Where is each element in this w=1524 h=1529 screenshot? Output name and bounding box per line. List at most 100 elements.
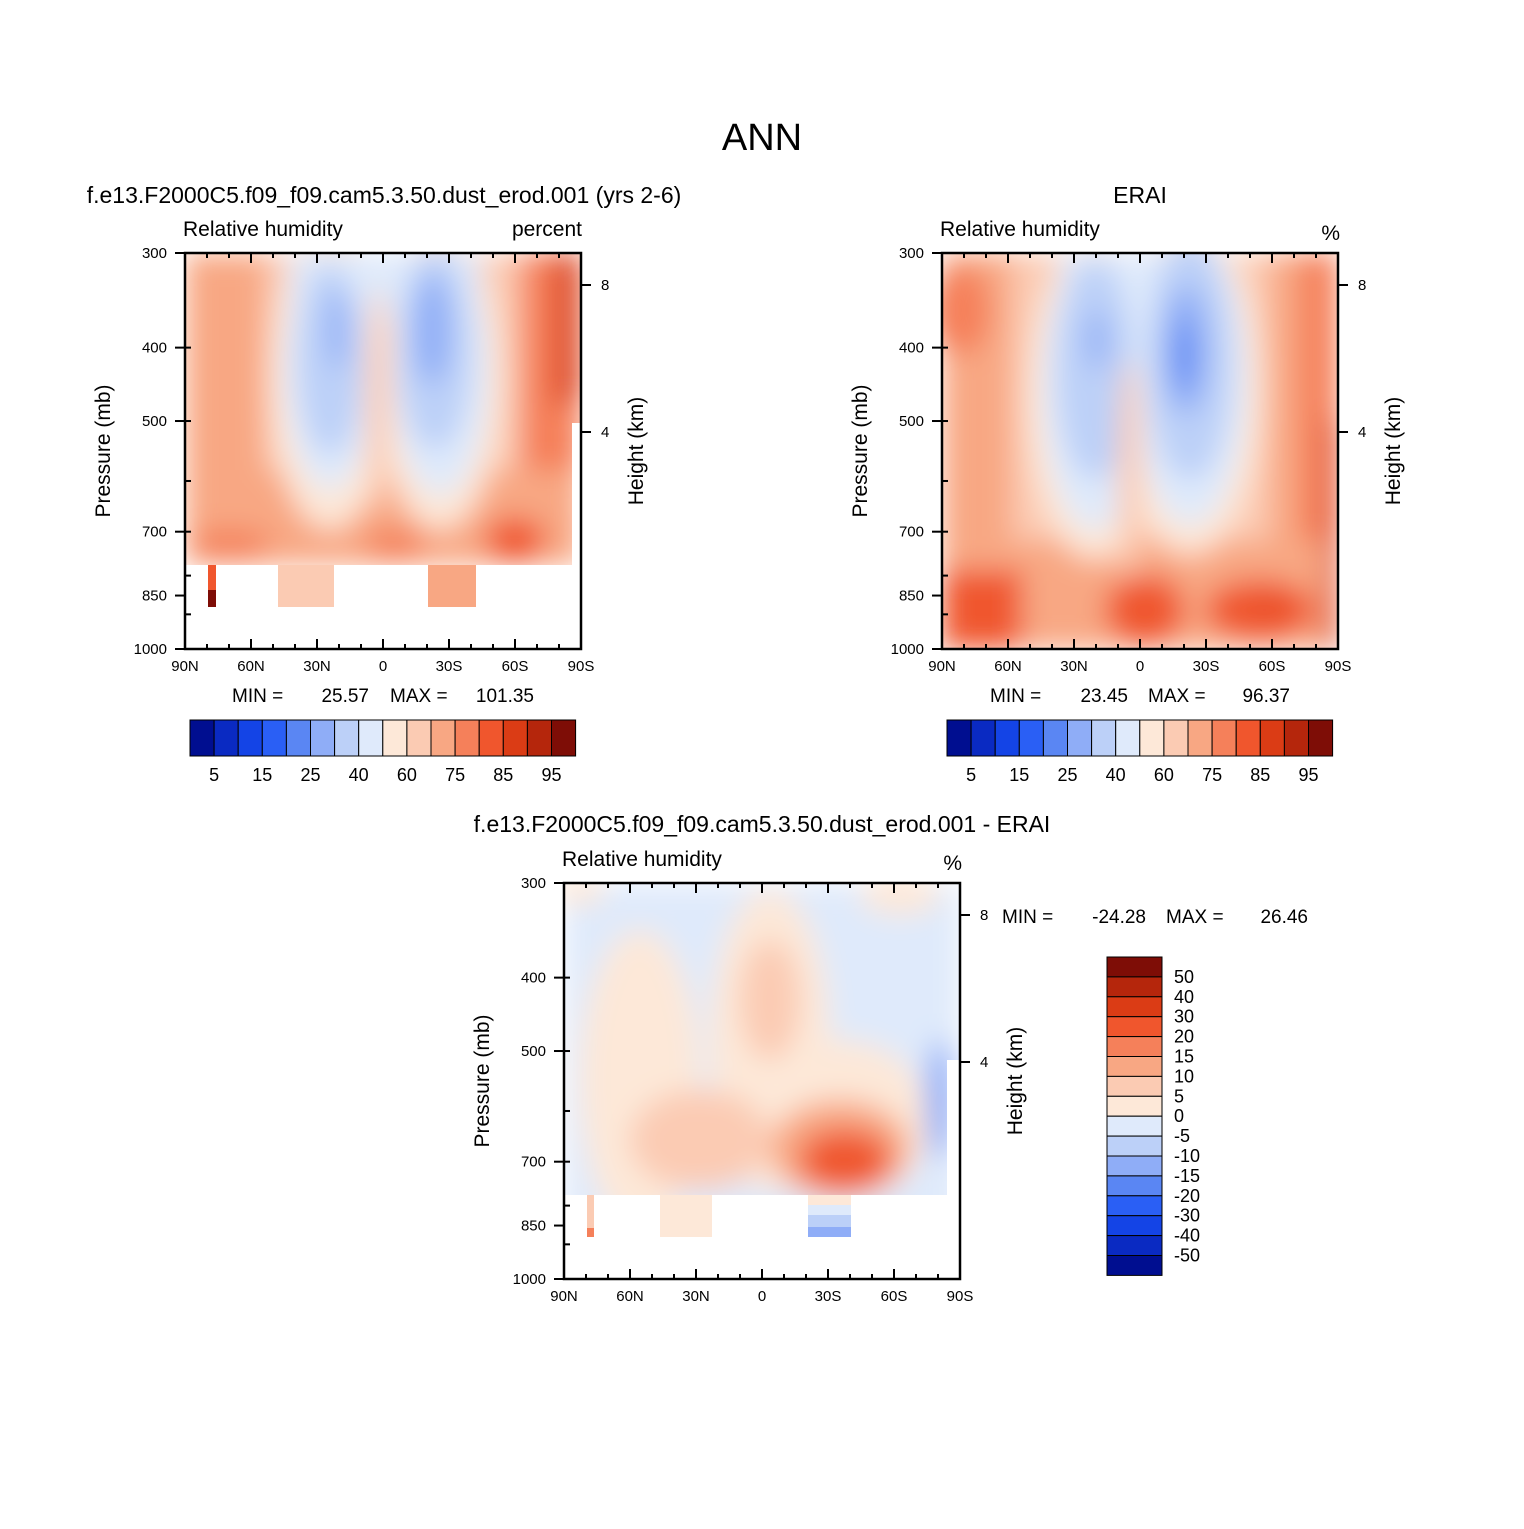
panel-model-min-value: 25.57 (321, 686, 369, 707)
model-colorbar-label: 85 (493, 765, 513, 785)
obs-colorbar-label: 25 (1057, 765, 1077, 785)
obs-ytick-label: 400 (899, 340, 924, 357)
model-xtick-label: 60N (237, 658, 265, 675)
model-ytick-label: 500 (142, 413, 167, 430)
model-colorbar-label: 15 (252, 765, 272, 785)
model-colorbar-box (310, 719, 336, 757)
panel-model: f.e13.F2000C5.f09_f09.cam5.3.50.dust_ero… (87, 182, 682, 785)
diff-ylabel: Pressure (mb) (471, 1014, 494, 1147)
diff-colorbar-box (1106, 1235, 1163, 1256)
model-colorbar-box (454, 719, 480, 757)
obs-colorbar-label: 40 (1106, 765, 1126, 785)
panel-obs-title: ERAI (1113, 182, 1167, 208)
panel-obs-max-label: MAX = (1148, 686, 1206, 707)
obs-colorbar-label: 75 (1202, 765, 1222, 785)
panel-model-min-label: MIN = (232, 686, 283, 707)
diff-colorbar-label: -50 (1174, 1246, 1200, 1266)
obs-colorbar-box (946, 719, 972, 757)
panel-model-field (185, 253, 581, 649)
obs-xtick-label: 60N (994, 658, 1022, 675)
model-colorbar-label: 5 (209, 765, 219, 785)
model-colorbar-box (358, 719, 384, 757)
diff-colorbar-label: -15 (1174, 1166, 1200, 1186)
panel-obs: ERAI Relative humidity % (849, 182, 1405, 785)
panel-model-title: f.e13.F2000C5.f09_f09.cam5.3.50.dust_ero… (87, 182, 682, 208)
panel-model-max-label: MAX = (390, 686, 448, 707)
obs-colorbar-box (1187, 719, 1213, 757)
diff-colorbar-box (1106, 1135, 1163, 1157)
diff-xtick-label: 90N (550, 1288, 578, 1305)
model-ytick-label: 400 (142, 340, 167, 357)
diff-ytick-label: 400 (521, 970, 546, 987)
model-colorbar-box (430, 719, 456, 757)
obs-colorbar-box (1091, 719, 1117, 757)
diff-colorbar-label: -30 (1174, 1206, 1200, 1226)
model-xtick-label: 60S (502, 658, 529, 675)
panel-obs-min-value: 23.45 (1080, 686, 1128, 707)
diff-colorbar-label: 50 (1174, 967, 1194, 987)
obs-colorbar-box (1259, 719, 1285, 757)
panel-diff-max-label: MAX = (1166, 907, 1224, 928)
obs-xtick-label: 30N (1060, 658, 1088, 675)
diff-y2label: Height (km) (1004, 1027, 1027, 1136)
obs-colorbar-label: 95 (1298, 765, 1318, 785)
model-colorbar-label: 75 (445, 765, 465, 785)
panel-model-max-value: 101.35 (476, 686, 534, 707)
obs-xtick-label: 90N (928, 658, 956, 675)
diff-colorbar-label: 40 (1174, 987, 1194, 1007)
model-colorbar-box (285, 719, 311, 757)
panel-diff-min-label: MIN = (1002, 907, 1053, 928)
diff-colorbar-box (1106, 1056, 1163, 1077)
model-colorbar-box (237, 719, 263, 757)
diff-colorbar-label: -20 (1174, 1186, 1200, 1206)
model-colorbar-box (213, 719, 239, 757)
panel-diff-field (564, 883, 960, 1279)
diff-ytick-label: 300 (521, 875, 546, 892)
model-y2label: Height (km) (625, 397, 648, 506)
obs-colorbar-box (1283, 719, 1310, 757)
obs-colorbar-box (1235, 719, 1261, 757)
model-colorbar-box (334, 719, 360, 757)
diff-y2tick-label: 4 (980, 1054, 988, 1071)
diff-colorbar-label: 20 (1174, 1027, 1194, 1047)
model-colorbar-box (261, 719, 287, 757)
diff-ytick-label: 700 (521, 1154, 546, 1171)
panel-obs-left-string: Relative humidity (940, 218, 1100, 241)
panel-model-right-string: percent (512, 218, 582, 241)
obs-xtick-label: 0 (1136, 658, 1144, 675)
panel-diff-right-string: % (943, 852, 962, 875)
model-xtick-label: 30S (436, 658, 463, 675)
diff-ytick-label: 1000 (513, 1271, 546, 1288)
model-colorbar-label: 95 (541, 765, 561, 785)
diff-colorbar-box (1106, 1155, 1163, 1177)
obs-colorbar-box (1018, 719, 1044, 757)
diff-y2tick-label: 8 (980, 907, 988, 924)
model-y2tick-label: 4 (601, 424, 609, 441)
obs-ytick-label: 500 (899, 413, 924, 430)
obs-colorbar-box (994, 719, 1020, 757)
model-xtick-label: 90S (568, 658, 595, 675)
panel-diff-title: f.e13.F2000C5.f09_f09.cam5.3.50.dust_ero… (474, 811, 1051, 837)
obs-y2tick-label: 4 (1358, 424, 1366, 441)
obs-colorbar-box (1211, 719, 1237, 757)
diff-colorbar-label: -5 (1174, 1126, 1190, 1146)
panel-model-colorbar: 5 15 25 40 60 75 85 95 (189, 719, 577, 785)
diff-colorbar-box (1106, 1016, 1163, 1038)
model-ytick-label: 1000 (134, 641, 167, 658)
diff-ytick-label: 500 (521, 1043, 546, 1060)
panel-obs-field (942, 253, 1338, 649)
diff-colorbar-label: 30 (1174, 1007, 1194, 1027)
obs-colorbar-box (1139, 719, 1165, 757)
diff-colorbar-box (1106, 976, 1163, 998)
model-colorbar-label: 60 (397, 765, 417, 785)
diff-colorbar-label: 10 (1174, 1066, 1194, 1086)
model-colorbar-box (502, 719, 528, 757)
obs-ytick-label: 1000 (891, 641, 924, 658)
panel-diff: f.e13.F2000C5.f09_f09.cam5.3.50.dust_ero… (471, 811, 1308, 1305)
model-xtick-label: 30N (303, 658, 331, 675)
model-ytick-label: 700 (142, 524, 167, 541)
obs-colorbar-box (1163, 719, 1189, 757)
